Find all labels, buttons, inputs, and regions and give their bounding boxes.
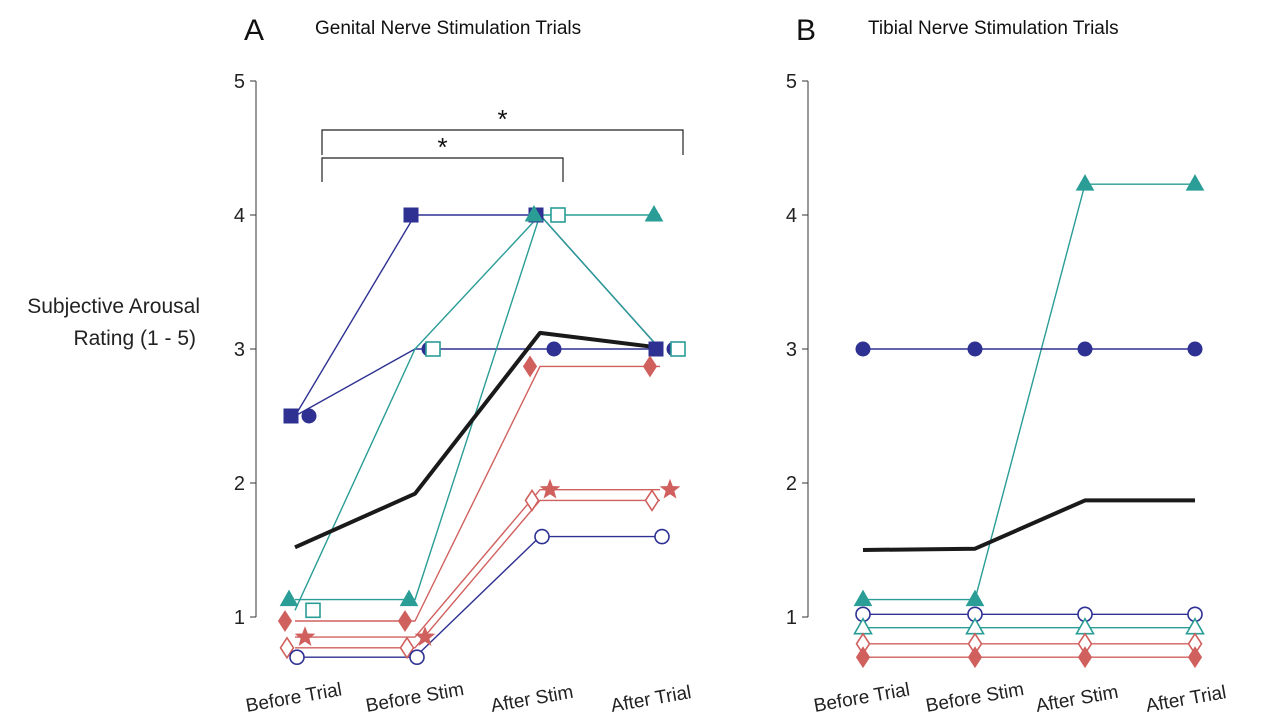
y-tick-label: 2 <box>786 473 797 495</box>
data-point-triangle-filled <box>1075 174 1095 191</box>
y-tick-label: 5 <box>786 71 797 93</box>
data-point-circle-open <box>654 528 670 545</box>
data-point-circle-open <box>534 528 550 545</box>
significance-bracket <box>321 129 684 155</box>
significance-star: * <box>437 132 447 162</box>
series-line <box>295 499 660 649</box>
data-point-circle-filled <box>855 341 871 357</box>
data-point-circle-filled <box>1077 341 1093 357</box>
data-point-circle-open <box>409 649 425 666</box>
y-tick-label: 3 <box>786 339 797 361</box>
panel-b-title: Tibial Nerve Stimulation Trials <box>868 18 1119 39</box>
panel-b: B Tibial Nerve Stimulation Trials 1 2 3 4 5 B… <box>786 14 1228 717</box>
panel-a-letter: A <box>244 14 264 47</box>
y-tick-label: 3 <box>234 339 245 361</box>
data-point-square-filled <box>283 408 299 424</box>
data-point-triangle-filled <box>965 589 985 607</box>
panel-b-letter: B <box>796 14 816 47</box>
data-point-diamond-filled <box>642 355 658 378</box>
y-tick-label: 1 <box>786 607 797 629</box>
x-tick-label: Before Trial <box>244 679 343 717</box>
data-point-circle-filled <box>1187 341 1203 357</box>
data-point-square-open <box>425 341 441 357</box>
series-line <box>295 365 660 622</box>
series-line <box>295 489 660 638</box>
data-point-diamond-open <box>279 636 295 660</box>
data-point-diamond-filled <box>967 646 983 669</box>
x-tick-label: Before Stim <box>924 679 1025 717</box>
data-point-diamond-filled <box>1077 646 1093 669</box>
data-point-circle-filled <box>301 408 317 424</box>
data-point-triangle-filled <box>644 204 664 222</box>
data-point-diamond-filled <box>397 610 413 632</box>
y-axis-label-line-1: Subjective Arousal <box>27 295 200 318</box>
data-point-circle-filled <box>967 341 983 357</box>
data-point-triangle-open <box>965 617 985 635</box>
x-tick-label: After Stim <box>489 682 575 717</box>
x-tick-label: After Stim <box>1034 682 1120 717</box>
data-point-triangle-filled <box>399 589 419 607</box>
significance-bracket <box>321 157 564 182</box>
data-point-star-filled <box>294 626 316 646</box>
data-point-square-filled <box>403 207 419 223</box>
series-line <box>294 214 661 611</box>
series-line <box>294 348 660 417</box>
x-tick-label: After Trial <box>1144 682 1228 717</box>
data-point-triangle-filled <box>853 589 873 607</box>
y-tick-label: 4 <box>786 205 797 227</box>
data-point-diamond-open <box>524 488 540 512</box>
y-tick-label: 1 <box>234 607 245 629</box>
series-line <box>863 183 1195 601</box>
y-tick-label: 2 <box>234 473 245 495</box>
data-point-square-filled <box>648 341 664 357</box>
data-point-square-open <box>305 602 321 619</box>
data-point-diamond-filled <box>855 646 871 669</box>
data-point-square-open <box>670 341 686 357</box>
data-point-triangle-filled <box>279 589 299 607</box>
data-point-triangle-filled <box>1185 174 1205 191</box>
panel-a-title: Genital Nerve Stimulation Trials <box>315 18 581 39</box>
y-axis-label-line-2: Rating (1 - 5) <box>73 327 196 350</box>
data-point-diamond-filled <box>522 355 538 378</box>
data-point-triangle-open <box>1185 617 1205 635</box>
y-tick-label: 5 <box>234 71 245 93</box>
data-point-star-filled <box>659 478 681 499</box>
x-tick-label: Before Stim <box>364 679 465 717</box>
data-point-square-open <box>550 207 566 223</box>
panel-a: A Genital Nerve Stimulation Trials Subje… <box>27 14 693 717</box>
data-point-diamond-open <box>644 488 660 512</box>
significance-star: * <box>497 104 507 134</box>
data-point-circle-open <box>289 649 305 666</box>
x-tick-label: After Trial <box>609 682 693 717</box>
data-point-triangle-filled <box>524 204 544 222</box>
data-point-triangle-open <box>853 617 873 635</box>
mean-line <box>294 330 661 550</box>
y-tick-label: 4 <box>234 205 245 227</box>
data-point-star-filled <box>539 478 561 499</box>
mean-line <box>862 498 1195 552</box>
data-point-circle-filled <box>546 341 562 357</box>
x-tick-label: Before Trial <box>812 679 911 717</box>
data-point-triangle-open <box>1075 617 1095 635</box>
series-line <box>295 214 660 601</box>
data-point-star-filled <box>414 626 436 646</box>
data-point-diamond-filled <box>1187 646 1203 669</box>
data-point-diamond-open <box>399 636 415 660</box>
series-line <box>295 535 660 658</box>
data-point-diamond-filled <box>277 610 293 632</box>
